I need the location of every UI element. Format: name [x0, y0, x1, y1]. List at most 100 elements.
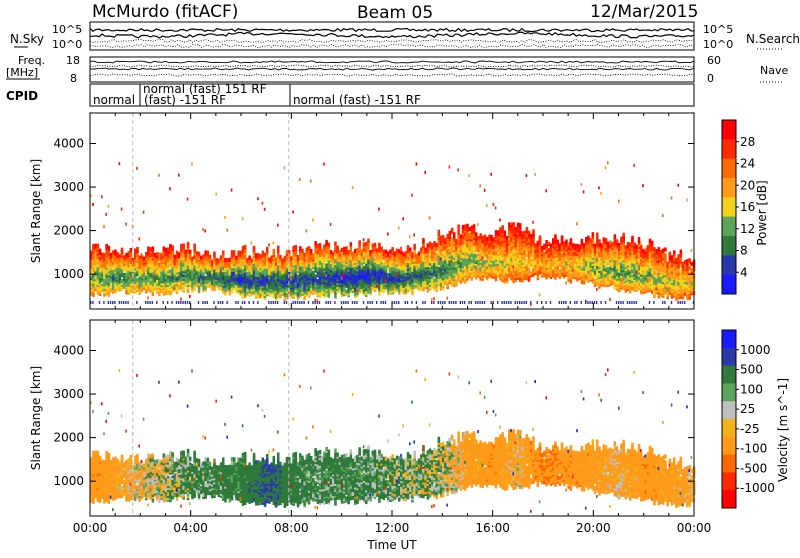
power-cell	[572, 249, 575, 253]
power-cell	[565, 240, 568, 244]
power-cell	[528, 231, 531, 235]
freq-nave-panel: Freq. [MHz] 18 8 60 0 Nave	[6, 54, 788, 85]
power-cell	[187, 256, 190, 260]
power-cell	[147, 276, 150, 280]
power-scatter	[572, 269, 574, 272]
power-ground-speckle	[541, 301, 542, 304]
power-cell	[171, 245, 174, 249]
power-cell	[420, 247, 423, 251]
power-cell	[585, 271, 588, 275]
power-scatter	[229, 293, 231, 296]
power-cell	[191, 257, 194, 261]
power-cell	[451, 228, 454, 232]
power-cell	[171, 279, 174, 283]
power-cell	[433, 278, 436, 282]
power-scatter	[433, 297, 435, 300]
power-cell	[147, 247, 150, 251]
power-cell	[383, 262, 386, 266]
power-cell	[99, 268, 102, 272]
power-cell	[587, 236, 590, 240]
nave-label: Nave	[760, 64, 788, 77]
power-scatter	[312, 218, 314, 221]
power-cell	[171, 273, 174, 277]
power-cell	[156, 280, 159, 284]
power-cell	[444, 238, 447, 242]
power-cell	[594, 279, 597, 283]
power-cell	[380, 284, 383, 288]
power-cell	[361, 269, 364, 273]
power-cell	[317, 244, 320, 248]
power-ground-speckle	[515, 301, 516, 304]
power-cell	[460, 234, 463, 238]
power-scatter	[539, 293, 541, 296]
power-cell	[270, 271, 273, 275]
power-scatter	[191, 163, 193, 166]
power-cell	[358, 240, 361, 244]
power-scatter	[512, 265, 514, 268]
power-cell	[149, 259, 152, 263]
power-cell	[334, 242, 337, 246]
power-cell	[108, 277, 111, 281]
power-cell	[387, 251, 390, 255]
power-cell	[154, 253, 157, 257]
power-cell	[266, 247, 269, 251]
power-scatter	[292, 211, 294, 214]
power-cell	[488, 235, 491, 239]
power-scatter	[545, 189, 547, 192]
power-cell	[334, 245, 337, 249]
power-cell	[473, 234, 476, 238]
power-cell	[363, 242, 366, 246]
power-ground-speckle	[180, 301, 181, 304]
power-cell	[451, 238, 454, 242]
power-cell	[376, 248, 379, 252]
power-cell	[565, 261, 568, 265]
power-cell	[455, 251, 458, 255]
power-cell	[446, 259, 449, 263]
power-cell	[240, 251, 243, 255]
power-cell	[112, 250, 115, 254]
cpid-label: CPID	[6, 89, 38, 103]
power-cell	[262, 274, 265, 278]
power-cell	[350, 264, 353, 268]
power-ground-speckle	[385, 301, 386, 304]
power-cell	[532, 237, 535, 241]
power-cell	[160, 277, 163, 281]
freq-tick-top: 18	[66, 54, 80, 67]
power-cell	[512, 232, 515, 236]
power-cell	[97, 263, 100, 267]
power-cell	[191, 282, 194, 286]
power-scatter	[130, 276, 132, 279]
power-scatter	[565, 282, 567, 285]
power-ground-speckle	[163, 301, 164, 304]
power-cell	[336, 246, 339, 250]
power-cell	[501, 225, 504, 229]
power-cell	[341, 252, 344, 256]
power-cell	[413, 279, 416, 283]
power-cell	[251, 258, 254, 262]
power-cell	[189, 250, 192, 254]
power-cell	[394, 271, 397, 275]
power-scatter	[178, 174, 180, 177]
power-cell	[281, 259, 284, 263]
power-cell	[475, 232, 478, 236]
power-ground-speckle	[198, 301, 199, 304]
power-cell	[559, 269, 562, 273]
power-cell	[506, 236, 509, 240]
power-cell	[356, 260, 359, 264]
power-ground-speckle	[369, 301, 370, 304]
power-ground-speckle	[398, 301, 399, 304]
power-ground-speckle	[244, 301, 245, 304]
power-cell	[563, 267, 566, 271]
power-ground-speckle	[237, 301, 238, 304]
power-cell	[383, 250, 386, 254]
power-ground-speckle	[460, 301, 461, 304]
power-scatter	[134, 287, 136, 290]
power-cell	[273, 249, 276, 253]
power-cell	[336, 253, 339, 257]
power-ground-speckle	[405, 301, 406, 304]
power-cell	[233, 268, 236, 272]
power-cell	[462, 225, 465, 229]
power-cell	[211, 260, 214, 264]
power-cell	[400, 250, 403, 254]
power-scatter	[583, 190, 585, 193]
